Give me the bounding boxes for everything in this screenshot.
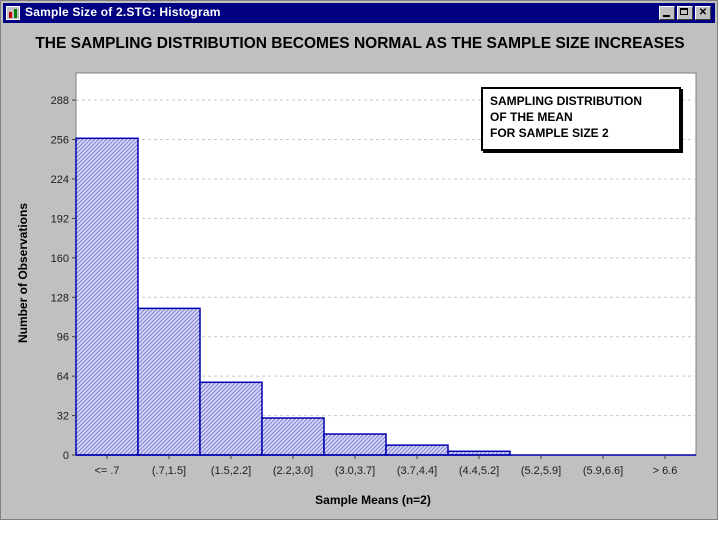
- legend-line-2: OF THE MEAN: [490, 110, 573, 124]
- x-tick-label: (3.0,3.7]: [335, 465, 375, 477]
- x-tick-label: (3.7,4.4]: [397, 465, 437, 477]
- x-tick-label: <= .7: [94, 465, 119, 477]
- y-tick-label: 32: [57, 411, 69, 423]
- y-tick-label: 224: [51, 174, 69, 186]
- y-tick-label: 288: [51, 95, 69, 107]
- legend-line-1: SAMPLING DISTRIBUTION: [490, 94, 642, 108]
- x-tick-label: (5.2,5.9]: [521, 465, 561, 477]
- legend-line-3: FOR SAMPLE SIZE 2: [490, 126, 609, 140]
- histogram-chart: 0 32 64 96 128 160 192 224 256 288 <= .7 (.7,1.5] (…: [16, 72, 697, 507]
- title-bar[interactable]: Sample Size of 2.STG: Histogram ✕: [3, 3, 715, 23]
- histogram-bar: [75, 137, 139, 456]
- y-tick-label: 0: [63, 450, 69, 462]
- histogram-window: Sample Size of 2.STG: Histogram ✕ THE SA…: [0, 0, 718, 520]
- maximize-icon[interactable]: [677, 6, 693, 20]
- chart-title: THE SAMPLING DISTRIBUTION BECOMES NORMAL…: [35, 35, 685, 52]
- y-tick-label: 64: [57, 371, 69, 383]
- close-icon[interactable]: ✕: [695, 6, 711, 20]
- x-axis-label: Sample Means (n=2): [315, 493, 431, 507]
- histogram-bar: [137, 307, 201, 456]
- x-tick-label: (5.9,6.6]: [583, 465, 623, 477]
- x-tick-label: > 6.6: [653, 465, 678, 477]
- histogram-bar: [261, 417, 325, 456]
- y-tick-label: 160: [51, 253, 69, 265]
- legend-box: SAMPLING DISTRIBUTION OF THE MEAN FOR SA…: [481, 87, 681, 151]
- x-tick-label: (2.2,3.0]: [273, 465, 313, 477]
- histogram-bar: [323, 433, 387, 456]
- y-tick-label: 128: [51, 292, 69, 304]
- histogram-bar: [385, 444, 449, 456]
- y-axis-label: Number of Observations: [16, 203, 30, 343]
- y-tick-label: 192: [51, 213, 69, 225]
- app-chart-icon[interactable]: [6, 6, 20, 20]
- minimize-icon[interactable]: [659, 6, 675, 20]
- window-title: Sample Size of 2.STG: Histogram: [25, 5, 221, 19]
- y-tick-label: 256: [51, 135, 69, 147]
- y-tick-label: 96: [57, 332, 69, 344]
- x-tick-label: (.7,1.5]: [152, 465, 186, 477]
- histogram-bar: [199, 381, 263, 456]
- x-tick-label: (1.5,2.2]: [211, 465, 251, 477]
- x-tick-label: (4.4,5.2]: [459, 465, 499, 477]
